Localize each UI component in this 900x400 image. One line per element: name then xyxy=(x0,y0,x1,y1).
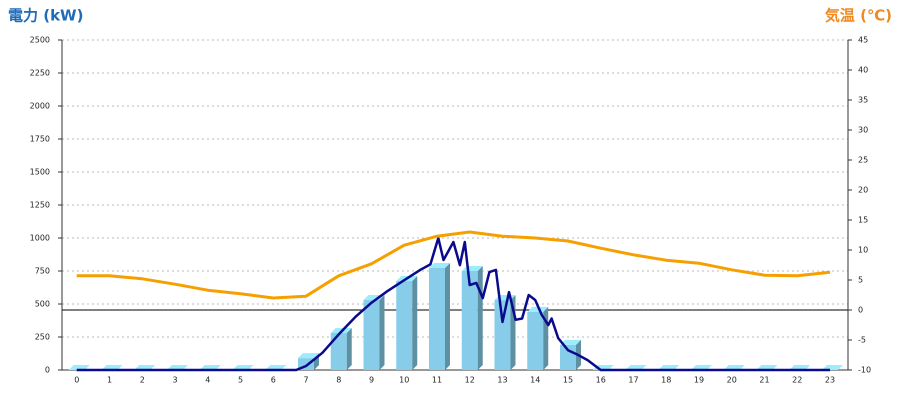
bar-side xyxy=(379,295,385,370)
bar-side xyxy=(477,266,483,370)
y-tick-label: 1500 xyxy=(30,168,50,177)
y2-tick-label: 35 xyxy=(858,96,868,105)
y2-tick-label: 15 xyxy=(858,216,868,225)
line xyxy=(76,230,831,300)
y2-tick-label: 45 xyxy=(858,36,868,45)
bar-top xyxy=(428,262,450,268)
y2-tick-label: -10 xyxy=(858,366,871,375)
x-tick-label: 4 xyxy=(205,376,210,385)
x-tick-label: 21 xyxy=(759,376,769,385)
x-tick-label: 9 xyxy=(369,376,374,385)
x-tick-label: 5 xyxy=(238,376,243,385)
x-tick-label: 19 xyxy=(694,376,704,385)
y2-tick-label: 0 xyxy=(858,306,863,315)
x-tick-label: 22 xyxy=(792,376,802,385)
y2-tick-label: 10 xyxy=(858,246,868,255)
y-tick-label: 250 xyxy=(35,333,50,342)
x-tick-label: 20 xyxy=(727,376,737,385)
x-tick-label: 23 xyxy=(825,376,835,385)
y-tick-label: 2500 xyxy=(30,36,50,45)
y2-tick-label: -5 xyxy=(858,336,866,345)
y-tick-label: 500 xyxy=(35,300,50,309)
x-tick-label: 16 xyxy=(596,376,606,385)
x-tick-label: 0 xyxy=(74,376,79,385)
y-tick-label: 2250 xyxy=(30,69,50,78)
x-tick-label: 11 xyxy=(432,376,442,385)
y-axis-title: 電力 (kW) xyxy=(8,7,83,25)
bar xyxy=(396,281,413,370)
bar xyxy=(527,311,544,370)
x-tick-label: 2 xyxy=(140,376,145,385)
bar-side xyxy=(346,328,352,370)
x-tick-label: 7 xyxy=(303,376,308,385)
y-tick-label: 1250 xyxy=(30,201,50,210)
y-tick-label: 0 xyxy=(45,366,50,375)
x-tick-label: 12 xyxy=(465,376,475,385)
bar-side xyxy=(412,276,418,370)
bar xyxy=(494,300,511,370)
bar-top xyxy=(297,353,319,359)
x-tick-label: 8 xyxy=(336,376,341,385)
bar-side xyxy=(444,262,450,370)
y2-tick-label: 30 xyxy=(858,126,868,135)
y2-tick-label: 40 xyxy=(858,66,868,75)
x-tick-label: 10 xyxy=(399,376,409,385)
x-tick-label: 6 xyxy=(271,376,276,385)
y-tick-label: 1750 xyxy=(30,135,50,144)
y-tick-label: 1000 xyxy=(30,234,50,243)
bar-top xyxy=(527,306,549,312)
line xyxy=(76,236,830,372)
bar xyxy=(330,333,347,370)
bar xyxy=(428,267,445,370)
y2-tick-label: 20 xyxy=(858,186,868,195)
y2-tick-label: 5 xyxy=(858,276,863,285)
x-tick-label: 1 xyxy=(107,376,112,385)
x-tick-label: 15 xyxy=(563,376,573,385)
bar xyxy=(363,300,380,370)
bar-top xyxy=(559,339,581,345)
x-tick-label: 3 xyxy=(172,376,177,385)
bar xyxy=(461,271,478,370)
x-tick-label: 14 xyxy=(530,376,540,385)
y-tick-label: 750 xyxy=(35,267,50,276)
y-tick-label: 2000 xyxy=(30,102,50,111)
x-tick-label: 18 xyxy=(661,376,671,385)
x-tick-label: 13 xyxy=(497,376,507,385)
bar xyxy=(297,358,314,370)
y2-tick-label: 25 xyxy=(858,156,868,165)
x-tick-label: 17 xyxy=(628,376,638,385)
y2-axis-title: 気温 (℃) xyxy=(825,7,892,25)
